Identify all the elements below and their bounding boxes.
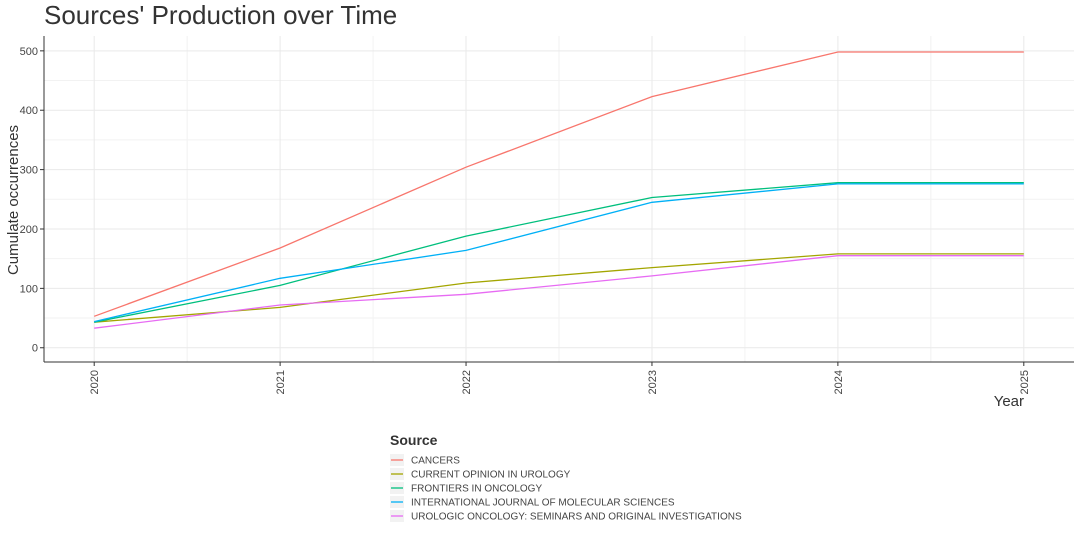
- series-line: [94, 182, 1024, 323]
- x-axis-title: Year: [994, 393, 1024, 410]
- y-tick-label: 300: [20, 165, 38, 177]
- series-line: [93, 51, 1024, 317]
- legend-label: INTERNATIONAL JOURNAL OF MOLECULAR SCIEN…: [411, 498, 675, 509]
- y-tick-label: 500: [20, 46, 38, 58]
- chart-title: Sources' Production over Time: [44, 0, 397, 30]
- y-tick-label: 400: [20, 105, 38, 117]
- x-tick-label: 2022: [461, 370, 473, 394]
- grid: [44, 36, 1074, 362]
- legend-label: FRONTIERS IN ONCOLOGY: [411, 484, 542, 495]
- series-line: [94, 253, 1024, 323]
- y-tick-label: 200: [20, 224, 38, 236]
- y-axis-title: Cumulate occurrences: [5, 125, 22, 275]
- x-tick-label: 2025: [1019, 370, 1031, 394]
- series-line: [94, 183, 1024, 323]
- legend-title: Source: [390, 432, 438, 448]
- series-lines: [93, 51, 1024, 329]
- x-tick-label: 2020: [89, 370, 101, 394]
- legend-label: UROLOGIC ONCOLOGY: SEMINARS AND ORIGINAL…: [411, 512, 742, 523]
- axes: [40, 36, 1074, 366]
- x-tick-label: 2021: [275, 370, 287, 394]
- x-tick-label: 2023: [647, 370, 659, 394]
- x-tick-label: 2024: [833, 370, 845, 394]
- legend: Source CANCERS CURRENT OPINION IN UROLOGY…: [390, 432, 742, 523]
- y-tick-label: 100: [20, 283, 38, 295]
- legend-label: CURRENT OPINION IN UROLOGY: [411, 470, 571, 481]
- series-line: [94, 255, 1024, 329]
- tick-labels: 0 100 200 300 400 500 2020 2021 2022 2023 2024 2025: [20, 46, 1031, 395]
- legend-label: CANCERS: [411, 456, 460, 467]
- y-tick-label: 0: [32, 343, 38, 355]
